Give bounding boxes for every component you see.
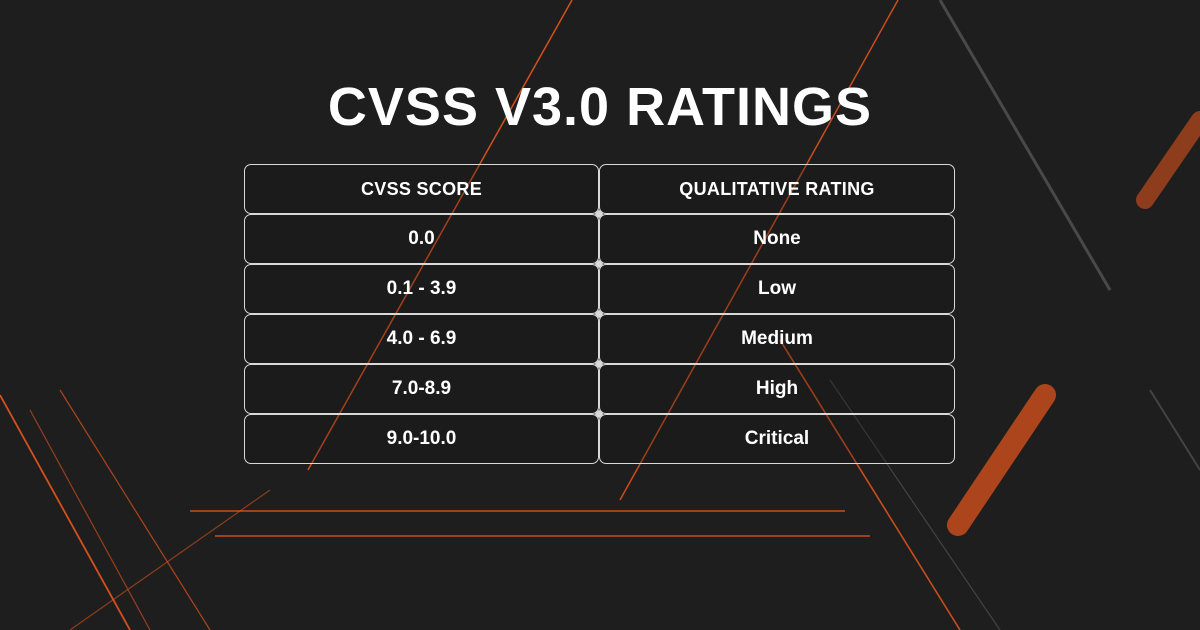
- rating-cell: Low: [599, 264, 955, 314]
- score-cell: 0.1 - 3.9: [244, 264, 599, 314]
- table-header-row: CVSS SCORE QUALITATIVE RATING: [244, 164, 955, 214]
- rating-cell: Critical: [599, 414, 955, 464]
- header-qualitative-rating: QUALITATIVE RATING: [599, 164, 955, 214]
- table-row: 0.0 None: [244, 214, 955, 264]
- rating-cell: High: [599, 364, 955, 414]
- page-title: CVSS V3.0 RATINGS: [327, 77, 873, 137]
- table-row: 4.0 - 6.9 Medium: [244, 314, 955, 364]
- header-cvss-score: CVSS SCORE: [244, 164, 599, 214]
- score-cell: 0.0: [244, 214, 599, 264]
- score-cell: 7.0-8.9: [244, 364, 599, 414]
- table-row: 0.1 - 3.9 Low: [244, 264, 955, 314]
- rating-cell: None: [599, 214, 955, 264]
- score-cell: 4.0 - 6.9: [244, 314, 599, 364]
- table-row: 7.0-8.9 High: [244, 364, 955, 414]
- ratings-table: CVSS SCORE QUALITATIVE RATING 0.0 None 0…: [244, 164, 955, 464]
- score-cell: 9.0-10.0: [244, 414, 599, 464]
- rating-cell: Medium: [599, 314, 955, 364]
- table-row: 9.0-10.0 Critical: [244, 414, 955, 464]
